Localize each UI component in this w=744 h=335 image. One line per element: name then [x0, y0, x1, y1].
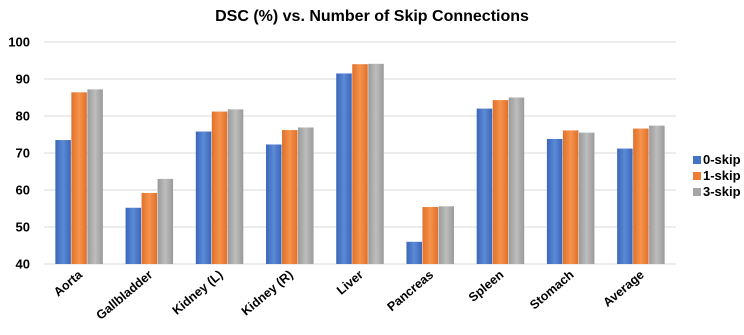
x-axis-tick-labels: Aorta Gallbladder Kidney (L) Kidney (R) Live… — [51, 267, 647, 323]
x-tick-label: Average — [600, 268, 646, 310]
bar-3-skip-average — [649, 125, 665, 265]
bar-3-skip-spleen — [508, 97, 525, 264]
bar-0-skip-average — [617, 148, 633, 264]
x-tick-label: Aorta — [51, 267, 86, 299]
x-tick-label: Liver — [334, 267, 366, 297]
bar-0-skip-liver — [336, 73, 352, 264]
bar-1-skip-aorta — [71, 92, 87, 264]
bar-3-skip-stomach — [578, 132, 595, 264]
x-tick-label: Stomach — [527, 268, 576, 313]
bar-1-skip-average — [633, 128, 649, 264]
bar-0-skip-spleen — [476, 108, 493, 264]
bar-3-skip-kidney-l — [227, 109, 244, 264]
y-tick-label: 70 — [16, 146, 30, 161]
x-tick-label: Kidney (L) — [170, 268, 226, 318]
legend-label-1-skip: 1-skip — [703, 168, 741, 183]
bar-0-skip-kidney-r — [266, 144, 282, 264]
legend-label-3-skip: 3-skip — [703, 184, 741, 199]
bars — [55, 63, 665, 265]
bar-1-skip-gallbladder — [141, 192, 158, 264]
bar-0-skip-gallbladder — [125, 207, 142, 264]
legend-swatch-0-skip — [693, 156, 701, 164]
legend-label-0-skip: 0-skip — [703, 152, 741, 167]
x-tick-label: Pancreas — [385, 268, 437, 314]
bar-3-skip-kidney-r — [298, 127, 314, 264]
bar-3-skip-gallbladder — [157, 178, 174, 264]
x-tick-label: Spleen — [466, 268, 506, 305]
y-axis-tick-labels: 40 50 60 70 80 90 100 — [8, 35, 30, 272]
bar-0-skip-pancreas — [406, 241, 422, 264]
bar-3-skip-pancreas — [438, 206, 454, 264]
y-tick-label: 60 — [16, 183, 30, 198]
bar-1-skip-spleen — [492, 100, 509, 264]
legend-swatch-3-skip — [693, 188, 701, 196]
legend-swatch-1-skip — [693, 172, 701, 180]
bar-1-skip-liver — [352, 64, 368, 264]
y-tick-label: 90 — [16, 72, 30, 87]
x-tick-label: Kidney (R) — [239, 268, 296, 319]
y-tick-label: 50 — [16, 220, 30, 235]
chart-title: DSC (%) vs. Number of Skip Connections — [215, 8, 529, 25]
bar-1-skip-kidney-r — [282, 130, 298, 264]
x-tick-label: Gallbladder — [94, 267, 156, 322]
bar-3-skip-aorta — [87, 89, 103, 264]
bar-3-skip-liver — [368, 63, 384, 264]
bar-0-skip-aorta — [55, 140, 71, 264]
bar-1-skip-kidney-l — [211, 111, 228, 264]
y-tick-label: 100 — [8, 35, 30, 50]
y-tick-label: 80 — [16, 109, 30, 124]
y-tick-label: 40 — [16, 257, 30, 272]
bar-0-skip-kidney-l — [195, 131, 212, 264]
bar-1-skip-pancreas — [422, 207, 438, 264]
bar-0-skip-stomach — [546, 138, 563, 264]
bar-1-skip-stomach — [562, 130, 579, 264]
